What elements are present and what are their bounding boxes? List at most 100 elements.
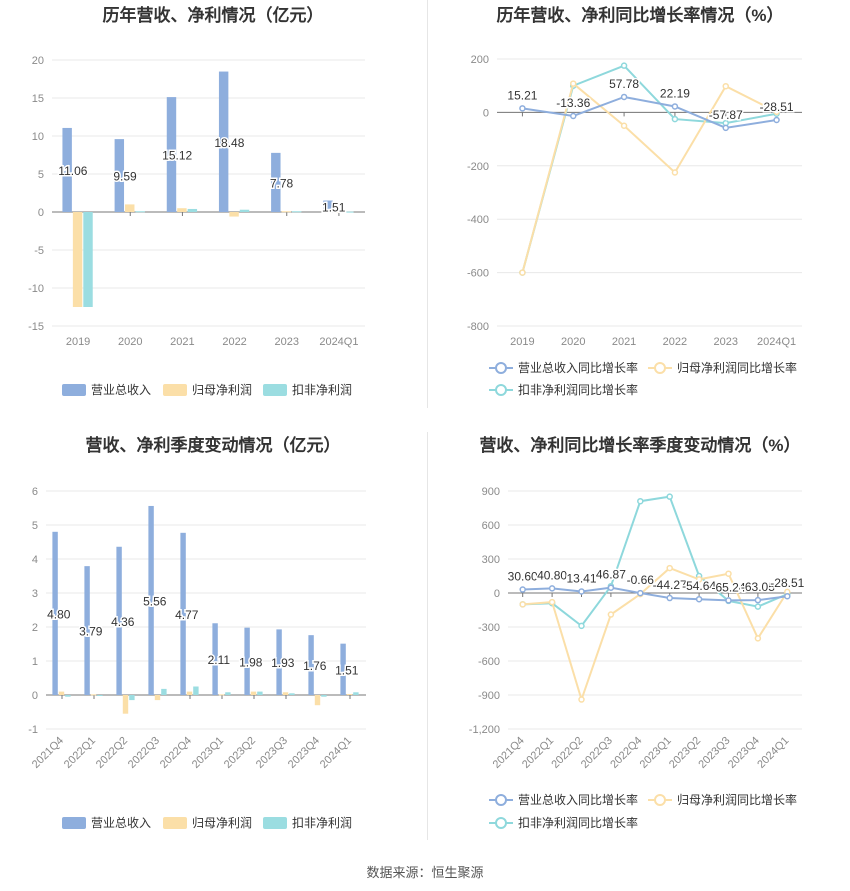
line-point <box>671 103 679 110</box>
line-point <box>620 62 628 69</box>
legend-swatch-marker <box>654 794 666 806</box>
y-tick-label: 200 <box>471 54 489 66</box>
x-tick-label: 2021 <box>612 336 636 348</box>
y-tick-label: -200 <box>467 161 489 173</box>
legend-label: 扣非净利润 <box>292 816 352 830</box>
y-tick-label: 5 <box>32 520 38 532</box>
y-tick-label: 4 <box>32 554 38 566</box>
legend-swatch <box>163 817 187 829</box>
x-tick-label: 2023Q3 <box>254 735 290 771</box>
line-data-label: -63.05 <box>741 580 775 594</box>
line-data-label: -13.36 <box>556 96 590 110</box>
x-tick-label: 2022Q4 <box>158 735 194 771</box>
x-tick-label: 2019 <box>66 336 90 348</box>
bar-data-label: 1.98 <box>239 655 263 669</box>
x-tick-label: 2023 <box>275 336 299 348</box>
line-point <box>722 82 729 90</box>
legend-swatch <box>163 384 187 396</box>
bar-revenue <box>52 531 58 695</box>
y-tick-label: 0 <box>483 107 489 119</box>
bar-deducted-profit <box>291 211 302 213</box>
bar-net-profit <box>125 204 135 212</box>
bar-revenue <box>323 200 333 212</box>
line-data-label: -28.51 <box>760 100 794 114</box>
line-point <box>578 622 585 630</box>
bar-net-profit <box>122 695 129 714</box>
legend-label: 营业总收入 <box>91 383 151 397</box>
y-tick-label: 15 <box>32 93 44 105</box>
bar-deducted-profit <box>225 692 231 695</box>
line-point <box>666 493 673 500</box>
bar-revenue <box>62 127 72 212</box>
bar-data-label: 1.51 <box>335 663 359 677</box>
bar-data-label: 1.51 <box>322 200 346 214</box>
line-point <box>722 124 729 132</box>
bar-revenue <box>271 152 281 212</box>
y-tick-label: -900 <box>478 690 500 702</box>
series-line-revenue <box>522 95 777 129</box>
bar-deducted-profit <box>83 212 93 307</box>
line-data-label: 57.78 <box>609 77 639 91</box>
y-tick-label: -5 <box>34 245 44 257</box>
line-data-label: 15.21 <box>507 88 537 102</box>
bar-net-profit <box>72 212 83 307</box>
bar-deducted-profit <box>257 691 263 695</box>
bar-net-profit <box>90 694 97 696</box>
x-tick-label: 2023Q1 <box>190 735 226 771</box>
bar-data-label: 11.06 <box>58 164 87 178</box>
x-tick-label: 2023Q2 <box>222 735 258 771</box>
legend-label: 归母净利润 <box>192 383 252 397</box>
x-tick-label: 2022Q1 <box>62 735 98 771</box>
x-tick-label: 2024Q1 <box>755 735 791 771</box>
x-tick-label: 2022Q2 <box>549 735 585 771</box>
line-point <box>695 576 703 583</box>
bar-data-label: 1.93 <box>271 656 295 670</box>
divider-bottom <box>427 432 428 840</box>
x-tick-label: 2023Q1 <box>638 735 674 771</box>
chart-title: 营收、净利季度变动情况（亿元） <box>86 435 341 455</box>
bar-deducted-profit <box>135 211 145 213</box>
bar-deducted-profit <box>129 695 135 701</box>
bar-data-label: 5.56 <box>143 594 167 608</box>
bar-deducted-profit <box>161 688 167 695</box>
line-data-label: 30.60 <box>508 570 538 584</box>
legend-swatch-marker <box>495 817 507 829</box>
legend-label: 扣非净利润同比增长率 <box>518 382 638 397</box>
line-point <box>519 601 526 608</box>
bar-data-label: 4.77 <box>175 608 199 622</box>
x-tick-label: 2023 <box>714 336 738 348</box>
x-tick-label: 2024Q1 <box>319 336 358 348</box>
bar-net-profit <box>229 212 239 217</box>
bar-revenue <box>340 643 346 695</box>
bar-revenue <box>114 139 125 212</box>
legend-label: 归母净利润同比增长率 <box>677 792 797 807</box>
legend-label: 归母净利润同比增长率 <box>677 360 797 375</box>
line-point <box>637 589 644 597</box>
y-tick-label: -400 <box>467 214 489 226</box>
line-point <box>519 105 526 112</box>
y-tick-label: 900 <box>482 486 500 498</box>
y-tick-label: 3 <box>32 588 38 600</box>
y-tick-label: 600 <box>482 520 500 532</box>
y-tick-label: -10 <box>28 283 44 295</box>
line-data-label: -0.66 <box>627 573 655 587</box>
bar-deducted-profit <box>65 695 71 697</box>
x-tick-label: 2023Q3 <box>696 735 732 771</box>
line-data-label: 13.41 <box>566 571 596 585</box>
bar-net-profit <box>58 691 65 695</box>
x-tick-label: 2022 <box>222 336 246 348</box>
y-tick-label: -1,200 <box>469 724 500 736</box>
bar-deducted-profit <box>353 692 359 695</box>
legend-swatch-marker <box>495 794 507 806</box>
bar-data-label: 7.78 <box>270 176 294 190</box>
y-tick-label: 1 <box>32 656 38 668</box>
x-tick-label: 2021 <box>170 336 194 348</box>
bar-net-profit <box>177 208 187 212</box>
chart-title: 营收、净利同比增长率季度变动情况（%） <box>479 435 800 455</box>
legend-label: 归母净利润 <box>192 816 252 830</box>
bar-deducted-profit <box>344 211 354 213</box>
bar-revenue <box>116 546 122 695</box>
line-point <box>620 122 628 129</box>
line-data-label: -57.87 <box>709 108 743 122</box>
